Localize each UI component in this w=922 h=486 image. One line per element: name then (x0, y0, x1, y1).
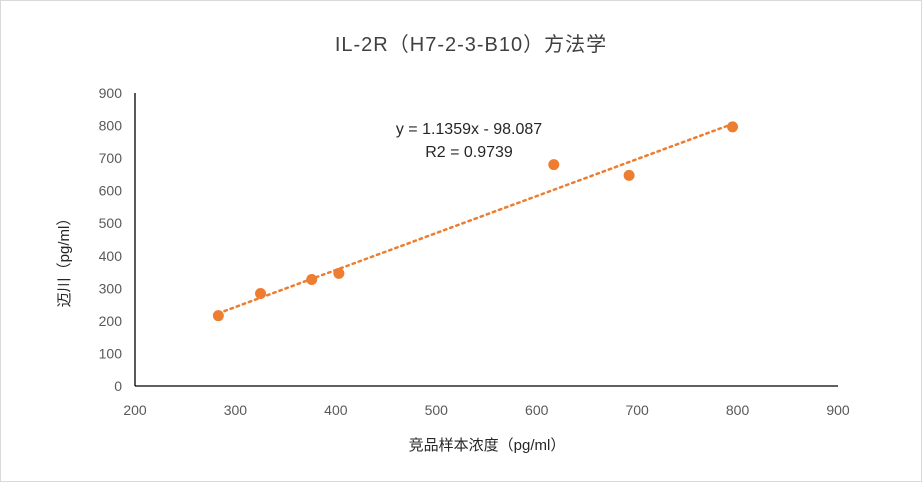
y-tick-label: 300 (99, 280, 123, 296)
y-tick-label: 200 (99, 313, 123, 329)
data-point (623, 169, 635, 181)
linear-trendline (217, 122, 734, 315)
chart-title: IL-2R（H7-2-3-B10）方法学 (335, 33, 607, 56)
trendline-equation: y = 1.1359x - 98.087 (396, 121, 542, 138)
y-tick-label: 0 (114, 378, 122, 394)
x-tick-label: 200 (123, 402, 147, 418)
x-tick-label: 900 (826, 402, 850, 418)
x-tick-label: 500 (425, 402, 449, 418)
y-axis-ticks: 0 100 200 300 400 500 600 700 800 900 (99, 85, 123, 394)
y-tick-label: 900 (99, 85, 123, 101)
x-tick-label: 800 (726, 402, 750, 418)
x-tick-label: 700 (625, 402, 649, 418)
y-tick-label: 500 (99, 215, 123, 231)
y-axis-title: 迈川（pg/ml） (56, 211, 73, 308)
data-point (306, 274, 318, 286)
data-point (255, 288, 267, 300)
x-axis-ticks: 200 300 400 500 600 700 800 900 (123, 402, 850, 418)
data-point (548, 159, 560, 171)
x-tick-label: 600 (525, 402, 549, 418)
x-tick-label: 300 (224, 402, 248, 418)
y-tick-label: 600 (99, 183, 123, 199)
y-tick-label: 700 (99, 150, 123, 166)
x-axis-title: 竞品样本浓度（pg/ml） (409, 436, 566, 454)
data-point (333, 267, 345, 279)
y-tick-label: 800 (99, 118, 123, 134)
trendline-r2: R2 = 0.9739 (425, 144, 513, 161)
data-point (212, 310, 224, 322)
data-points (212, 121, 739, 322)
y-tick-label: 400 (99, 248, 123, 264)
x-tick-label: 400 (324, 402, 348, 418)
y-tick-label: 100 (99, 345, 123, 361)
data-point (727, 121, 739, 133)
